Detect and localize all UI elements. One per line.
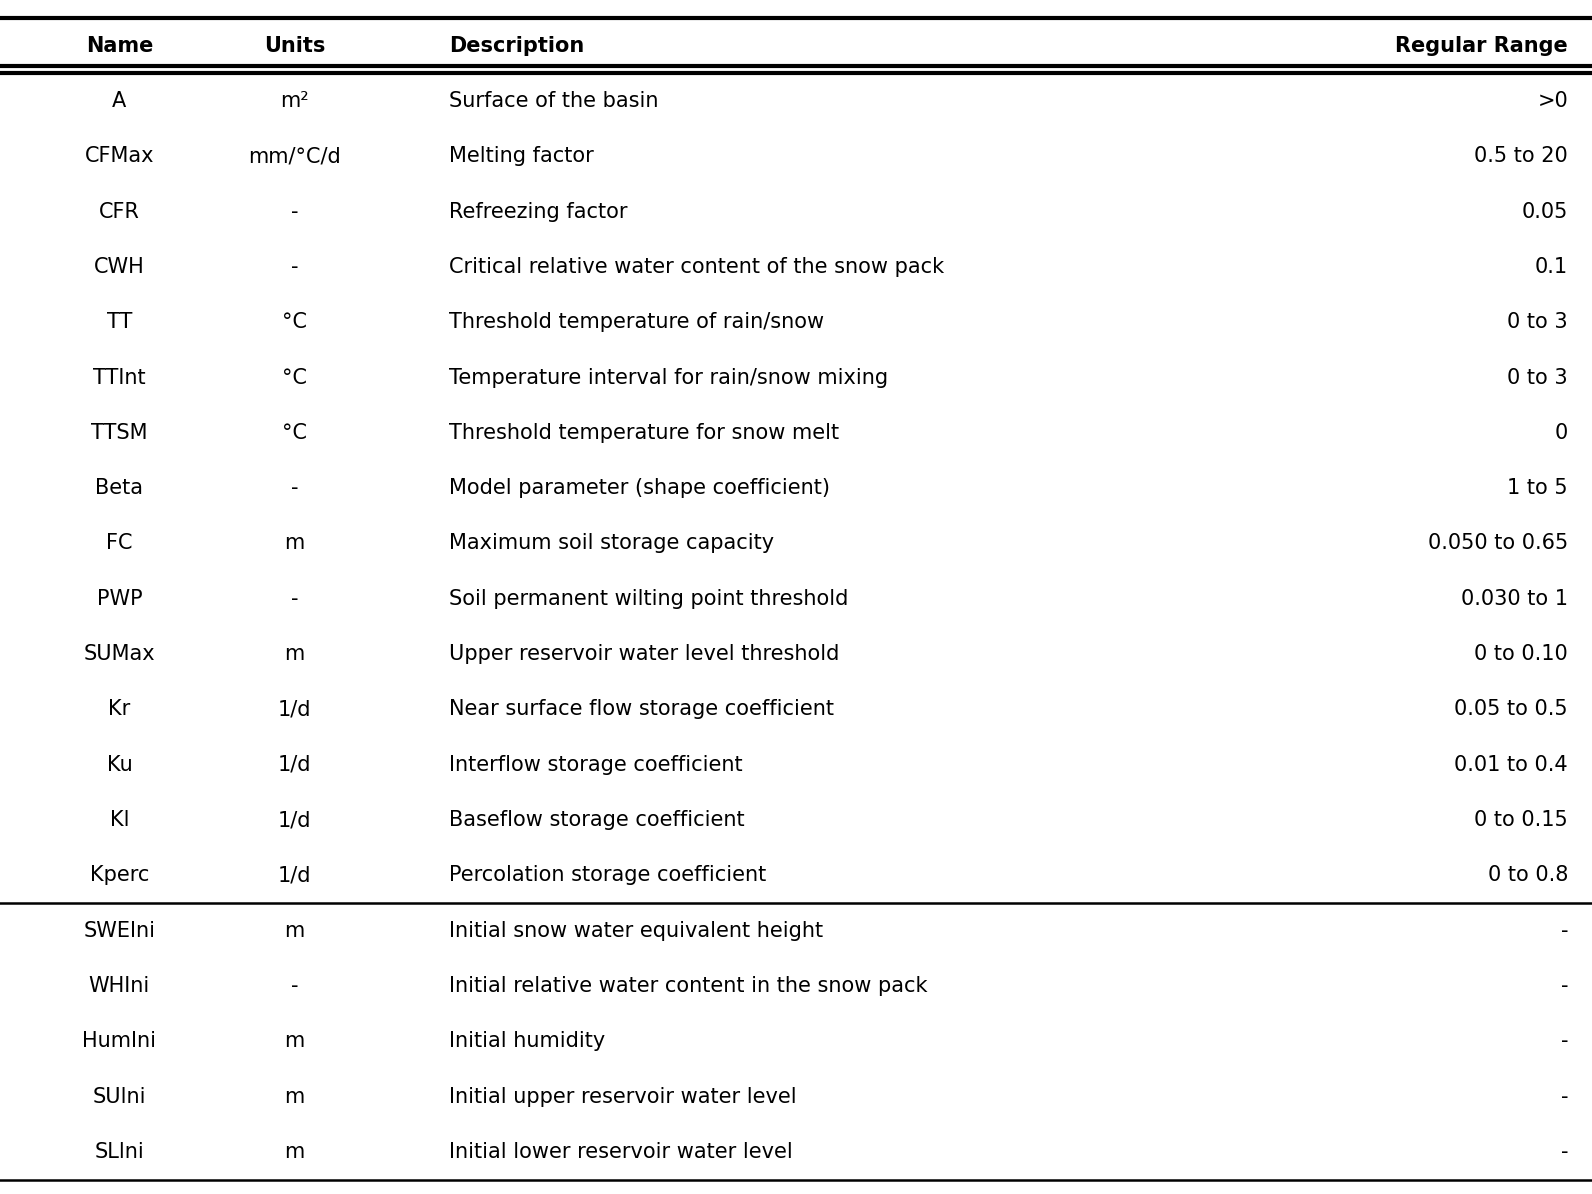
Text: Percolation storage coefficient: Percolation storage coefficient [449,866,766,886]
Text: Beta: Beta [96,478,143,498]
Text: mm/°C/d: mm/°C/d [248,146,341,166]
Text: Name: Name [86,36,153,56]
Text: °C: °C [282,423,307,443]
Text: -: - [291,478,298,498]
Text: -: - [1560,921,1568,941]
Text: Critical relative water content of the snow pack: Critical relative water content of the s… [449,257,944,277]
Text: 0 to 3: 0 to 3 [1508,312,1568,332]
Text: HumIni: HumIni [83,1032,156,1052]
Text: SWEIni: SWEIni [83,921,156,941]
Text: m: m [285,921,304,941]
Text: m: m [285,644,304,664]
Text: 0.01 to 0.4: 0.01 to 0.4 [1455,755,1568,775]
Text: 0 to 0.10: 0 to 0.10 [1474,644,1568,664]
Text: SUlni: SUlni [92,1087,146,1107]
Text: Threshold temperature for snow melt: Threshold temperature for snow melt [449,423,839,443]
Text: 0.05 to 0.5: 0.05 to 0.5 [1455,700,1568,720]
Text: TTInt: TTInt [92,368,146,388]
Text: >0: >0 [1538,91,1568,111]
Text: 1 to 5: 1 to 5 [1508,478,1568,498]
Text: Soil permanent wilting point threshold: Soil permanent wilting point threshold [449,589,849,609]
Text: m²: m² [280,91,309,111]
Text: 0.030 to 1: 0.030 to 1 [1461,589,1568,609]
Text: CWH: CWH [94,257,145,277]
Text: 0 to 3: 0 to 3 [1508,368,1568,388]
Text: -: - [1560,975,1568,996]
Text: SLlni: SLlni [94,1141,145,1162]
Text: Initial relative water content in the snow pack: Initial relative water content in the sn… [449,975,928,996]
Text: Initial lower reservoir water level: Initial lower reservoir water level [449,1141,793,1162]
Text: Upper reservoir water level threshold: Upper reservoir water level threshold [449,644,839,664]
Text: Maximum soil storage capacity: Maximum soil storage capacity [449,534,774,554]
Text: 1/d: 1/d [277,755,312,775]
Text: -: - [291,202,298,222]
Text: -: - [1560,1141,1568,1162]
Text: m: m [285,534,304,554]
Text: 1/d: 1/d [277,700,312,720]
Text: °C: °C [282,368,307,388]
Text: 1/d: 1/d [277,810,312,830]
Text: 0 to 0.15: 0 to 0.15 [1474,810,1568,830]
Text: m: m [285,1141,304,1162]
Text: 0.050 to 0.65: 0.050 to 0.65 [1428,534,1568,554]
Text: Threshold temperature of rain/snow: Threshold temperature of rain/snow [449,312,825,332]
Text: FC: FC [107,534,132,554]
Text: Refreezing factor: Refreezing factor [449,202,627,222]
Text: 0: 0 [1555,423,1568,443]
Text: A: A [113,91,126,111]
Text: -: - [291,975,298,996]
Text: Regular Range: Regular Range [1395,36,1568,56]
Text: SUMax: SUMax [84,644,154,664]
Text: 0.5 to 20: 0.5 to 20 [1474,146,1568,166]
Text: Melting factor: Melting factor [449,146,594,166]
Text: CFMax: CFMax [84,146,154,166]
Text: TT: TT [107,312,132,332]
Text: Description: Description [449,36,584,56]
Text: Initial snow water equivalent height: Initial snow water equivalent height [449,921,823,941]
Text: Kl: Kl [110,810,129,830]
Text: 1/d: 1/d [277,866,312,886]
Text: 0 to 0.8: 0 to 0.8 [1489,866,1568,886]
Text: Temperature interval for rain/snow mixing: Temperature interval for rain/snow mixin… [449,368,888,388]
Text: m: m [285,1087,304,1107]
Text: PWP: PWP [97,589,142,609]
Text: -: - [1560,1087,1568,1107]
Text: Kperc: Kperc [89,866,150,886]
Text: Kr: Kr [108,700,131,720]
Text: m: m [285,1032,304,1052]
Text: 0.1: 0.1 [1535,257,1568,277]
Text: Baseflow storage coefficient: Baseflow storage coefficient [449,810,745,830]
Text: -: - [291,257,298,277]
Text: Interflow storage coefficient: Interflow storage coefficient [449,755,742,775]
Text: WHIni: WHIni [89,975,150,996]
Text: Surface of the basin: Surface of the basin [449,91,659,111]
Text: 0.05: 0.05 [1522,202,1568,222]
Text: CFR: CFR [99,202,140,222]
Text: Near surface flow storage coefficient: Near surface flow storage coefficient [449,700,834,720]
Text: °C: °C [282,312,307,332]
Text: -: - [1560,1032,1568,1052]
Text: Units: Units [264,36,325,56]
Text: Initial upper reservoir water level: Initial upper reservoir water level [449,1087,796,1107]
Text: Initial humidity: Initial humidity [449,1032,605,1052]
Text: -: - [291,589,298,609]
Text: Model parameter (shape coefficient): Model parameter (shape coefficient) [449,478,829,498]
Text: TTSM: TTSM [91,423,148,443]
Text: Ku: Ku [107,755,132,775]
